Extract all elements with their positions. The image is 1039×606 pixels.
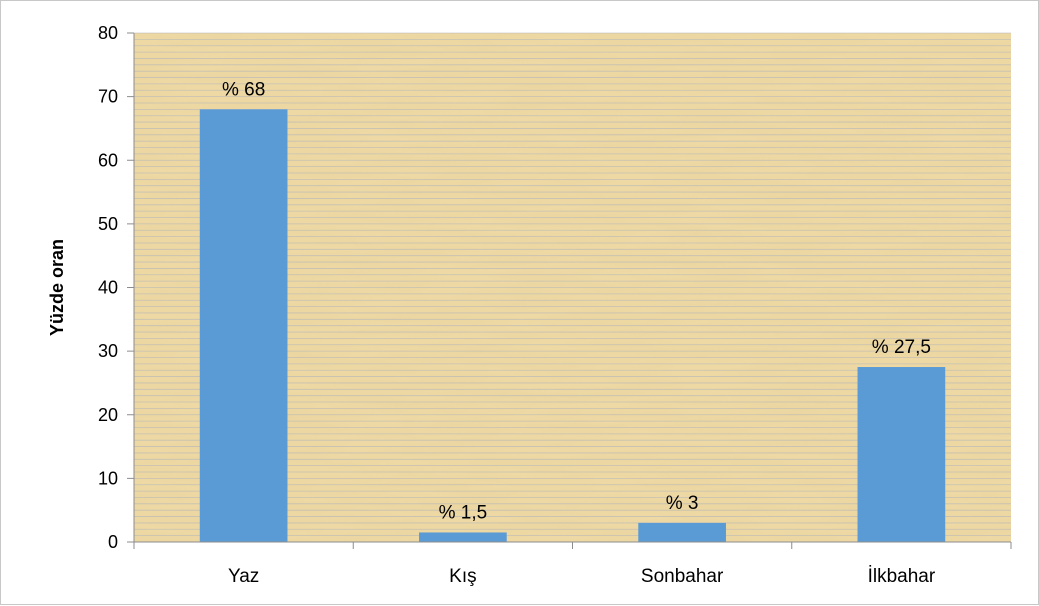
data-label-3: % 27,5 bbox=[872, 337, 931, 358]
y-tick-labels: 0 10 20 30 40 50 60 70 80 bbox=[98, 23, 118, 552]
y-tick-label-3: 30 bbox=[98, 341, 118, 361]
bars bbox=[199, 109, 946, 542]
category-label-2: Sonbahar bbox=[641, 566, 724, 587]
y-tick-label-8: 80 bbox=[98, 23, 118, 43]
category-label-1: Kış bbox=[449, 566, 476, 587]
y-tick-label-6: 60 bbox=[98, 150, 118, 170]
y-tick-label-7: 70 bbox=[98, 87, 118, 107]
data-label-0: % 68 bbox=[222, 79, 265, 100]
data-labels: % 68 % 1,5 % 3 % 27,5 bbox=[222, 79, 931, 523]
category-label-0: Yaz bbox=[228, 566, 259, 587]
y-axis-title: Yüzde oran bbox=[47, 239, 67, 336]
axes bbox=[127, 32, 1012, 549]
y-tick-label-2: 20 bbox=[98, 405, 118, 425]
bar-2 bbox=[638, 522, 726, 542]
data-label-1: % 1,5 bbox=[439, 502, 488, 523]
category-label-3: İlkbahar bbox=[868, 566, 936, 587]
bar-3 bbox=[857, 367, 946, 542]
y-tick-label-0: 0 bbox=[108, 532, 118, 552]
y-tick-label-4: 40 bbox=[98, 278, 118, 298]
x-category-labels: Yaz Kış Sonbahar İlkbahar bbox=[228, 566, 936, 587]
data-label-2: % 3 bbox=[666, 493, 699, 514]
bar-0 bbox=[199, 109, 288, 542]
y-tick-label-5: 50 bbox=[98, 214, 118, 234]
y-tick-label-1: 10 bbox=[98, 468, 118, 488]
bar-1 bbox=[419, 532, 507, 542]
